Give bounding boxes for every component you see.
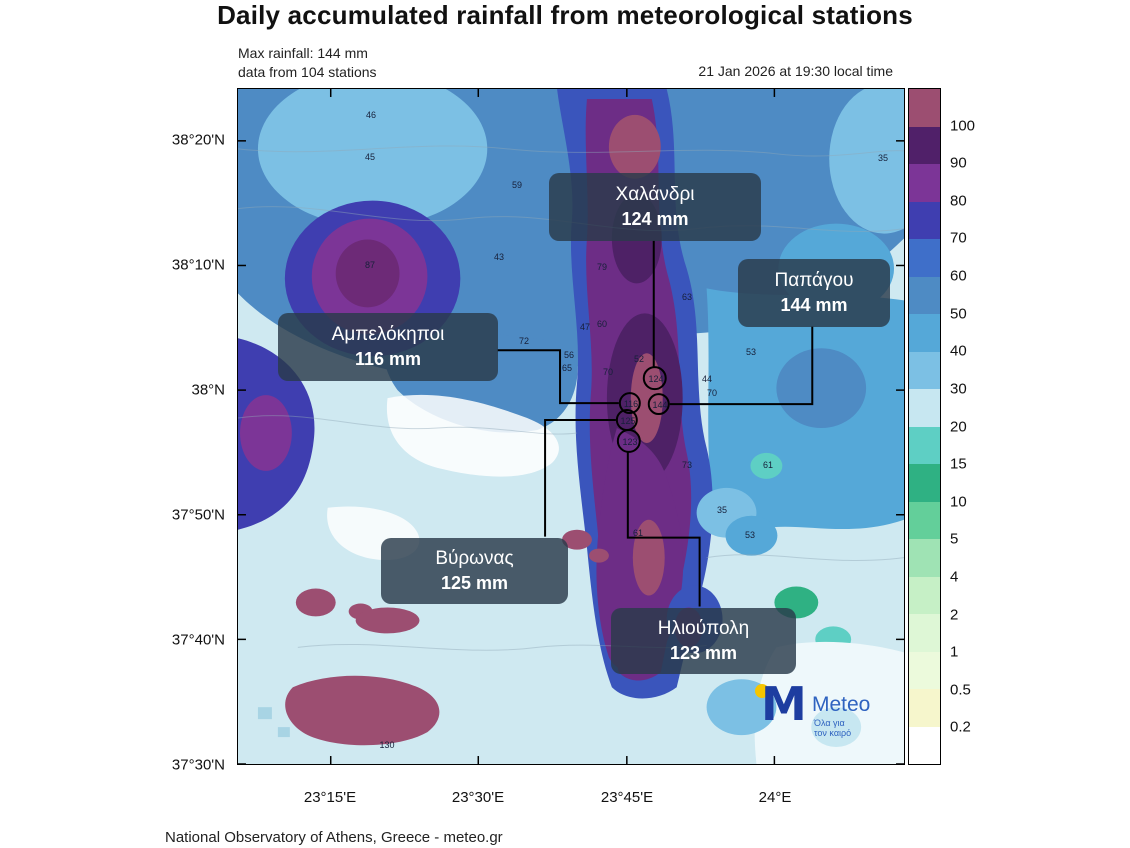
colorbar-segment	[909, 614, 940, 652]
page-title: Daily accumulated rainfall from meteorol…	[217, 0, 913, 30]
attribution-text: National Observatory of Athens, Greece -…	[165, 829, 503, 846]
axis-tick-marks	[238, 89, 904, 764]
colorbar-tick-label: 90	[950, 154, 967, 172]
header-left: Max rainfall: 144 mm data from 104 stati…	[238, 44, 377, 82]
colorbar-segment	[909, 426, 940, 464]
colorbar-segment	[909, 576, 940, 614]
logo-m-icon: M	[761, 677, 807, 731]
colorbar-segment	[909, 464, 940, 502]
colorbar-segment	[909, 239, 940, 277]
station-circle-markers	[615, 366, 670, 453]
colorbar-tick-label: 10	[950, 493, 967, 511]
lat-tick-label: 38°10'N	[171, 256, 225, 274]
colorbar-tick-label: 15	[950, 455, 967, 473]
lat-tick-label: 38°N	[191, 381, 225, 399]
lon-tick-label: 23°30'E	[451, 789, 505, 806]
colorbar-tick-label: 0.2	[950, 718, 971, 736]
colorbar-segment	[909, 276, 940, 314]
logo-tagline-line1: Όλα για	[814, 718, 845, 728]
colorbar-segment	[909, 689, 940, 727]
logo-brand-text: Meteo	[812, 693, 871, 716]
colorbar-segment	[909, 314, 940, 352]
colorbar-tick-label: 70	[950, 229, 967, 247]
logo-tagline-line2: τον καιρό	[814, 728, 852, 738]
rainfall-contour-svg	[238, 89, 904, 764]
lon-tick-label: 24°E	[758, 789, 792, 806]
colorbar-segment	[909, 126, 940, 164]
logo-tagline: Όλα για τον καιρό	[814, 718, 851, 738]
colorbar-tick-label: 20	[950, 418, 967, 435]
rain-contour-shapes	[238, 89, 904, 764]
colorbar-tick-label: 4	[950, 568, 959, 586]
colorbar-segment	[909, 726, 940, 764]
colorbar-segment	[909, 351, 940, 389]
lat-tick-label: 37°50'N	[171, 506, 225, 524]
colorbar-tick-label: 2	[950, 606, 959, 624]
lat-tick-label: 38°20'N	[171, 131, 225, 149]
lat-tick-label: 37°30'N	[171, 756, 225, 774]
rainfall-map: 46 45 35 59 43 87 79 63 53 72 47 60 56 65 52 70 44 70 73 61…	[237, 88, 905, 765]
colorbar-tick-label: 30	[950, 380, 967, 398]
lat-tick-label: 37°40'N	[171, 631, 225, 649]
timestamp-text: 21 Jan 2026 at 19:30 local time	[698, 63, 893, 79]
colorbar-segment	[909, 501, 940, 539]
callout-connector-lines	[497, 240, 814, 607]
colorbar-segment	[909, 539, 940, 577]
colorbar-segment	[909, 89, 940, 127]
colorbar-tick-label: 5	[950, 530, 959, 548]
colorbar-tick-label: 100	[950, 117, 976, 135]
colorbar-tick-label: 80	[950, 192, 967, 210]
colorbar-tick-label: 50	[950, 305, 967, 323]
logo-sun-icon	[755, 684, 769, 698]
colorbar-segment	[909, 164, 940, 202]
lon-tick-label: 23°45'E	[600, 789, 654, 806]
max-rainfall-text: Max rainfall: 144 mm	[238, 45, 368, 61]
colorbar-tick-label: 1	[950, 643, 959, 661]
rainfall-colorbar	[908, 88, 941, 765]
colorbar-segment	[909, 201, 940, 239]
station-count-text: data from 104 stations	[238, 64, 377, 80]
lon-tick-label: 23°15'E	[303, 789, 357, 806]
colorbar-segment	[909, 651, 940, 689]
colorbar-segment	[909, 389, 940, 427]
colorbar-tick-label: 0.5	[950, 681, 971, 699]
colorbar-tick-label: 40	[950, 342, 967, 360]
colorbar-tick-label: 60	[950, 267, 967, 285]
